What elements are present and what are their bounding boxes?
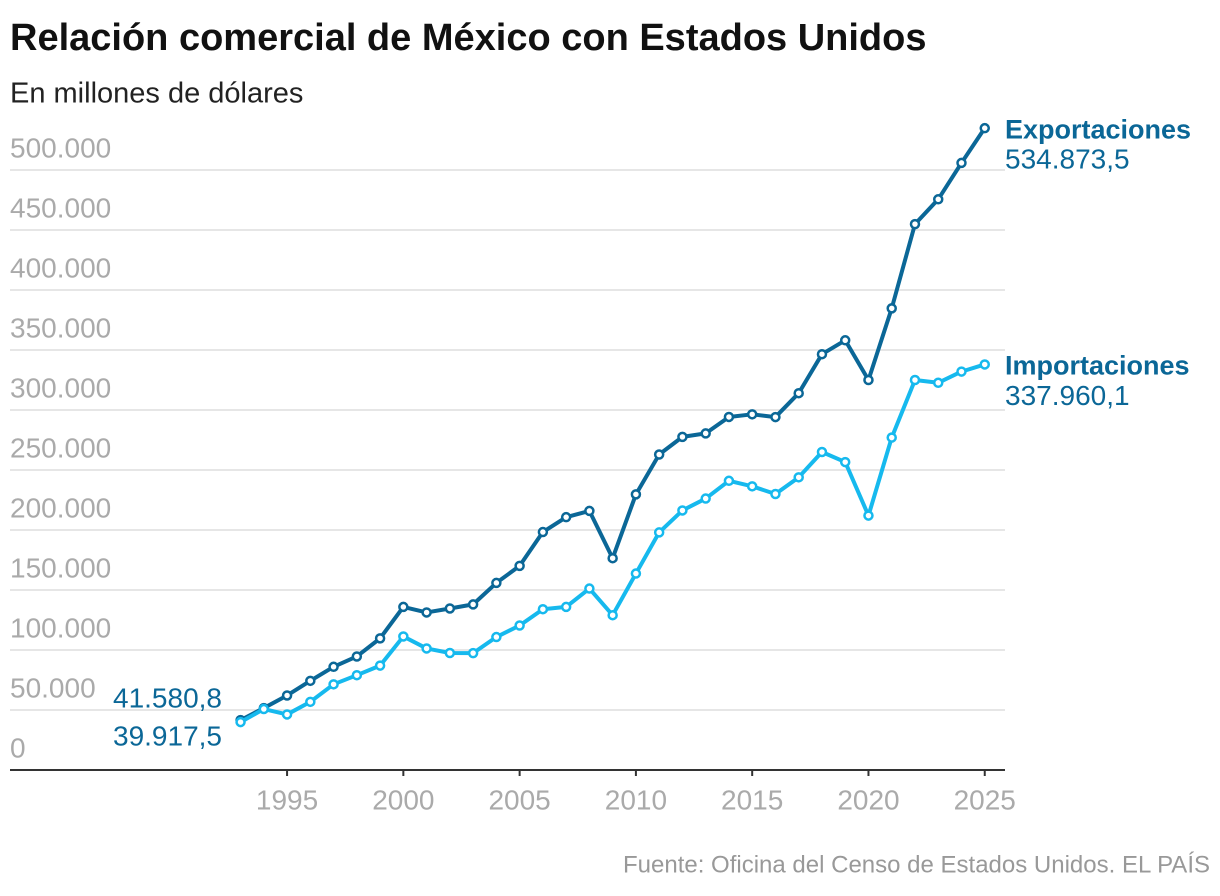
point bbox=[560, 601, 572, 613]
point bbox=[979, 122, 990, 134]
point bbox=[932, 377, 944, 389]
y-tick-label: 350.000 bbox=[10, 312, 111, 343]
point bbox=[467, 647, 479, 659]
point bbox=[863, 374, 874, 386]
point bbox=[630, 568, 642, 579]
point bbox=[491, 631, 502, 643]
point bbox=[607, 552, 618, 564]
point bbox=[374, 633, 386, 644]
y-tick-label: 150.000 bbox=[10, 552, 111, 583]
point bbox=[305, 696, 316, 708]
value-label: 337.960,1 bbox=[1005, 380, 1130, 411]
y-tick-label: 300.000 bbox=[10, 372, 111, 403]
y-tick-label: 250.000 bbox=[10, 432, 111, 463]
point bbox=[398, 631, 409, 642]
point bbox=[723, 411, 735, 423]
y-tick-label: 0 bbox=[10, 732, 26, 763]
point bbox=[258, 703, 270, 715]
value-label: 41.580,8 bbox=[113, 682, 222, 713]
point bbox=[909, 374, 921, 386]
series-line bbox=[239, 362, 986, 724]
x-tick-label: 1995 bbox=[256, 784, 318, 815]
source: Fuente: Oficina del Censo de Estados Uni… bbox=[623, 851, 1210, 878]
point bbox=[816, 446, 828, 458]
legend-label: Exportaciones bbox=[1005, 114, 1191, 144]
point bbox=[421, 607, 432, 618]
point bbox=[514, 560, 525, 572]
point bbox=[886, 303, 897, 314]
point bbox=[630, 489, 642, 500]
point bbox=[700, 428, 711, 439]
point bbox=[793, 387, 804, 399]
point bbox=[444, 603, 456, 614]
y-tick-label: 200.000 bbox=[10, 492, 111, 523]
point bbox=[398, 601, 409, 613]
point bbox=[956, 157, 967, 169]
point bbox=[653, 527, 665, 538]
point bbox=[700, 493, 711, 504]
series-line bbox=[239, 127, 987, 722]
point bbox=[653, 449, 665, 460]
point bbox=[421, 643, 432, 654]
point bbox=[514, 620, 525, 631]
point bbox=[793, 472, 804, 483]
point bbox=[537, 526, 549, 538]
chart-title: Relación comercial de México con Estados… bbox=[10, 17, 927, 59]
point bbox=[351, 651, 363, 662]
point bbox=[328, 679, 339, 690]
point bbox=[886, 432, 897, 443]
point bbox=[909, 218, 921, 230]
x-tick-label: 2000 bbox=[372, 784, 434, 815]
point bbox=[305, 675, 316, 687]
point bbox=[956, 366, 967, 377]
point bbox=[281, 690, 293, 701]
chart-subtitle: En millones de dólares bbox=[10, 78, 303, 110]
point bbox=[444, 647, 456, 659]
point bbox=[467, 599, 479, 610]
point bbox=[584, 505, 595, 517]
x-tick-label: 2005 bbox=[488, 784, 550, 815]
y-tick-label: 50.000 bbox=[10, 672, 96, 703]
point bbox=[839, 335, 851, 346]
point bbox=[491, 577, 502, 589]
point bbox=[374, 660, 386, 671]
y-tick-label: 400.000 bbox=[10, 252, 111, 283]
point bbox=[839, 456, 851, 468]
y-tick-label: 500.000 bbox=[10, 132, 111, 163]
point bbox=[328, 661, 339, 673]
point bbox=[677, 431, 688, 443]
point bbox=[537, 603, 549, 615]
x-tick-label: 2010 bbox=[605, 784, 667, 815]
point bbox=[607, 609, 618, 621]
point bbox=[584, 583, 595, 594]
x-tick-label: 2015 bbox=[721, 784, 783, 815]
point bbox=[863, 510, 874, 521]
x-tick-label: 2025 bbox=[954, 784, 1016, 815]
value-label: 39.917,5 bbox=[113, 720, 222, 751]
y-tick-label: 100.000 bbox=[10, 612, 111, 643]
point bbox=[723, 475, 735, 487]
point bbox=[677, 505, 688, 516]
point bbox=[932, 194, 944, 205]
point bbox=[281, 709, 293, 720]
value-label: 534.873,5 bbox=[1005, 144, 1130, 175]
point bbox=[351, 669, 363, 681]
y-tick-label: 450.000 bbox=[10, 192, 111, 223]
legend-label: Importaciones bbox=[1005, 351, 1190, 381]
point bbox=[746, 481, 758, 492]
point bbox=[235, 716, 246, 728]
point bbox=[979, 359, 990, 370]
x-tick-label: 2020 bbox=[837, 784, 899, 815]
point bbox=[560, 511, 572, 523]
point bbox=[770, 488, 781, 500]
point bbox=[816, 348, 828, 360]
point bbox=[770, 411, 781, 423]
point bbox=[746, 409, 758, 420]
